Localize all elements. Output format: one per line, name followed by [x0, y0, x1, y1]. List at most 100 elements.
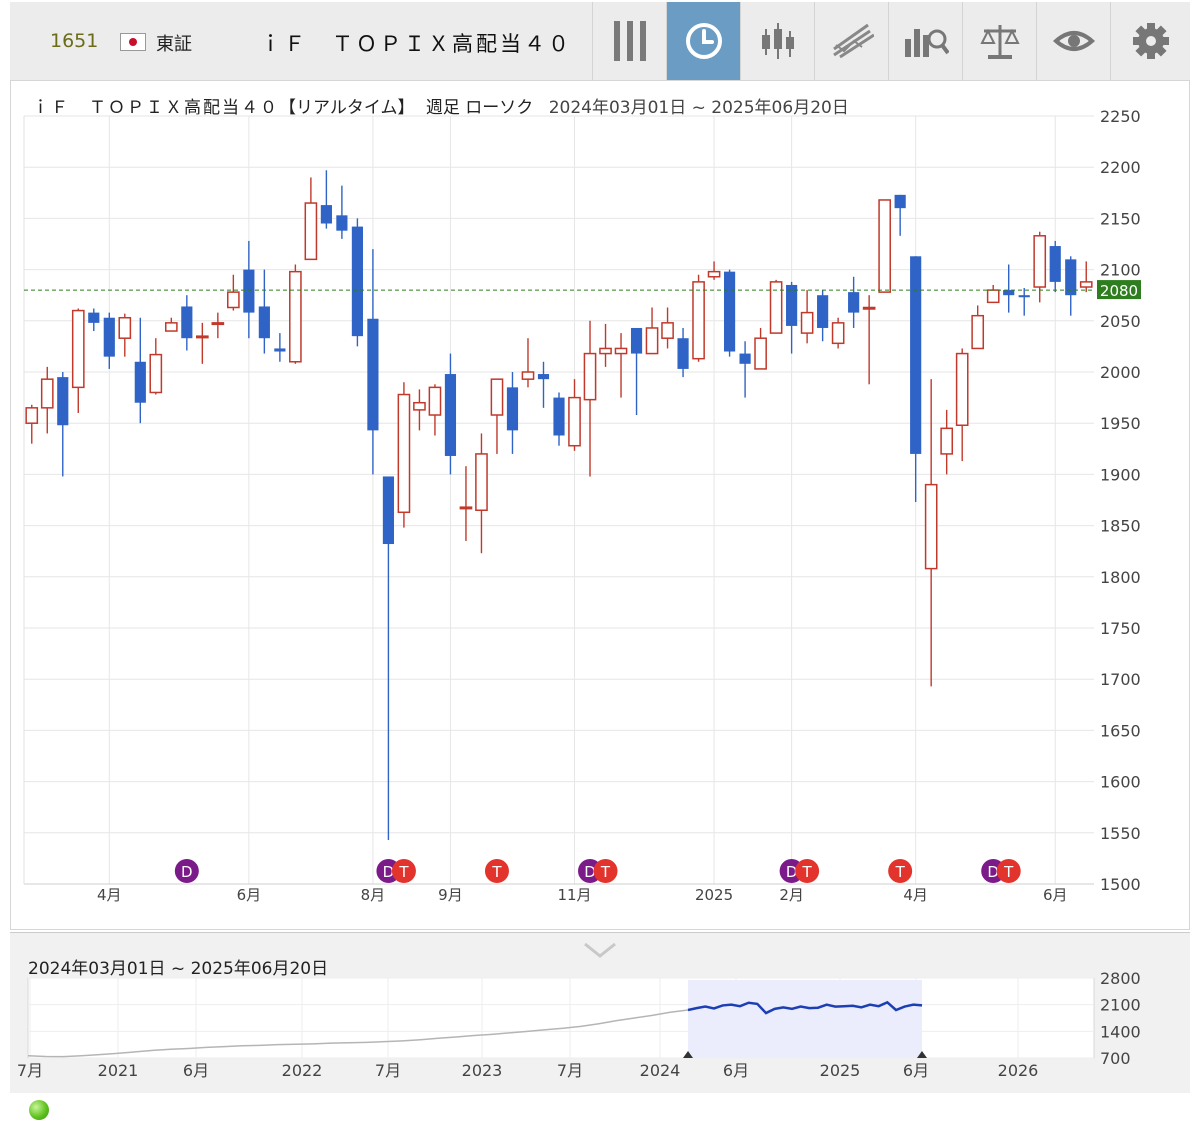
- candle: [336, 185, 348, 239]
- candle-body: [289, 270, 302, 363]
- candle-body: [583, 352, 597, 401]
- y-tick-label: 1900: [1100, 465, 1141, 484]
- event-marker-circle: [484, 859, 509, 883]
- chart-mode: 【リアルタイム】: [279, 98, 415, 118]
- y-tick-label: 1750: [1100, 619, 1141, 638]
- tankan-marker: T: [996, 859, 1021, 883]
- navigator-range-label: 2024年03月01日 ~ 2025年06月20日: [28, 959, 329, 979]
- candle: [304, 177, 318, 261]
- x-tick-label: 2025: [695, 886, 733, 904]
- candle: [568, 379, 581, 451]
- y-tick-label: 2050: [1100, 312, 1141, 331]
- y-tick-label: 1550: [1100, 824, 1141, 843]
- period-button[interactable]: [666, 2, 740, 80]
- navigator-x-label: 2024: [640, 1061, 681, 1080]
- chart-type-button[interactable]: [740, 2, 814, 80]
- candle-body: [878, 199, 891, 293]
- candle: [971, 305, 985, 350]
- candle-body: [227, 291, 240, 309]
- event-marker-circle: [174, 859, 199, 883]
- event-marker-label: D: [786, 863, 798, 881]
- candle: [831, 317, 845, 349]
- candle-body: [336, 215, 348, 231]
- y-tick-label: 2250: [1100, 107, 1141, 126]
- candle-body: [971, 314, 985, 350]
- candle: [1049, 240, 1061, 293]
- navigator-x-label: 2021: [98, 1061, 139, 1080]
- candle: [599, 323, 612, 367]
- candle-body: [211, 322, 225, 326]
- event-marker-label: D: [987, 863, 999, 881]
- candle: [164, 317, 178, 332]
- candlestick-icon: [761, 23, 794, 59]
- event-marker-label: T: [491, 863, 502, 881]
- candle: [661, 307, 674, 349]
- candlestick-chart[interactable]: 1500 1550 1600 1650 1700 1750 1800 1850 1900 1950…: [0, 0, 1200, 930]
- current-price-label: 2080: [1100, 282, 1138, 300]
- candle-body: [786, 284, 798, 326]
- candle: [274, 333, 286, 362]
- candle: [103, 312, 115, 369]
- candle-body: [1049, 246, 1061, 282]
- y-tick-label: 2200: [1100, 158, 1141, 177]
- trendline-button[interactable]: [814, 2, 888, 80]
- y-tick-label: 1850: [1100, 517, 1141, 536]
- candle-body: [661, 322, 674, 339]
- candle: [428, 384, 442, 436]
- candle-body: [444, 374, 457, 456]
- analysis-button[interactable]: [888, 2, 962, 80]
- chart-title: ｉＦ ＴＯＰＩＸ高配当４０【リアルタイム】 週足 ローソク 2024年03月01…: [32, 93, 849, 118]
- navigator-chart[interactable]: 700 1400 2100 2800 7月 2021 6月 2022 7月 2023 7月 2024 6…: [0, 0, 1200, 1095]
- compare-button[interactable]: [962, 2, 1036, 80]
- candle: [940, 409, 954, 475]
- candle: [1018, 288, 1030, 316]
- candle-body: [537, 374, 550, 380]
- candle: [769, 279, 783, 334]
- event-marker-label: T: [398, 863, 409, 881]
- chart-period: 週足 ローソク: [425, 98, 534, 118]
- dividend-marker: D: [174, 859, 199, 883]
- candle: [243, 240, 255, 339]
- candle: [692, 274, 705, 362]
- event-marker-circle: [888, 859, 913, 883]
- candle-body: [71, 309, 85, 389]
- candle-body: [57, 377, 69, 426]
- candle-body: [521, 371, 535, 380]
- event-marker-label: D: [584, 863, 596, 881]
- candle: [955, 348, 969, 462]
- candle: [40, 366, 54, 434]
- ticker-code: 1651: [50, 30, 99, 52]
- view-button[interactable]: [1036, 2, 1110, 80]
- candle-body: [862, 306, 876, 310]
- x-tick-label: 6月: [1043, 886, 1068, 904]
- settings-button[interactable]: [1110, 2, 1190, 80]
- candle-body: [40, 378, 54, 409]
- candle-body: [243, 269, 255, 313]
- navigator-x-label: 6月: [183, 1061, 209, 1080]
- candle: [614, 333, 628, 398]
- chevron-down-icon: [584, 942, 616, 958]
- security-name: ｉＦ ＴＯＰＩＸ高配当４０: [260, 32, 572, 56]
- drag-handle-button[interactable]: [592, 2, 666, 80]
- candle: [490, 378, 504, 454]
- candle-body: [692, 281, 705, 360]
- navigator-x-label: 6月: [723, 1061, 749, 1080]
- candle: [211, 312, 225, 339]
- candle-body: [955, 352, 969, 426]
- candle-body: [134, 361, 146, 403]
- candle-body: [553, 397, 565, 436]
- candle-body: [320, 205, 332, 224]
- candle: [25, 404, 39, 444]
- chart-panel: [10, 80, 1190, 930]
- candle-body: [196, 335, 209, 339]
- candle: [351, 218, 363, 347]
- event-marker-circle: [795, 859, 820, 883]
- candle-body: [397, 393, 411, 514]
- candle: [817, 290, 829, 342]
- candle: [677, 327, 689, 378]
- y-tick-label: 2000: [1100, 363, 1141, 382]
- candle: [181, 295, 193, 351]
- trendline-icon: [832, 23, 874, 59]
- candle-body: [754, 337, 767, 370]
- candle-body: [1079, 281, 1093, 288]
